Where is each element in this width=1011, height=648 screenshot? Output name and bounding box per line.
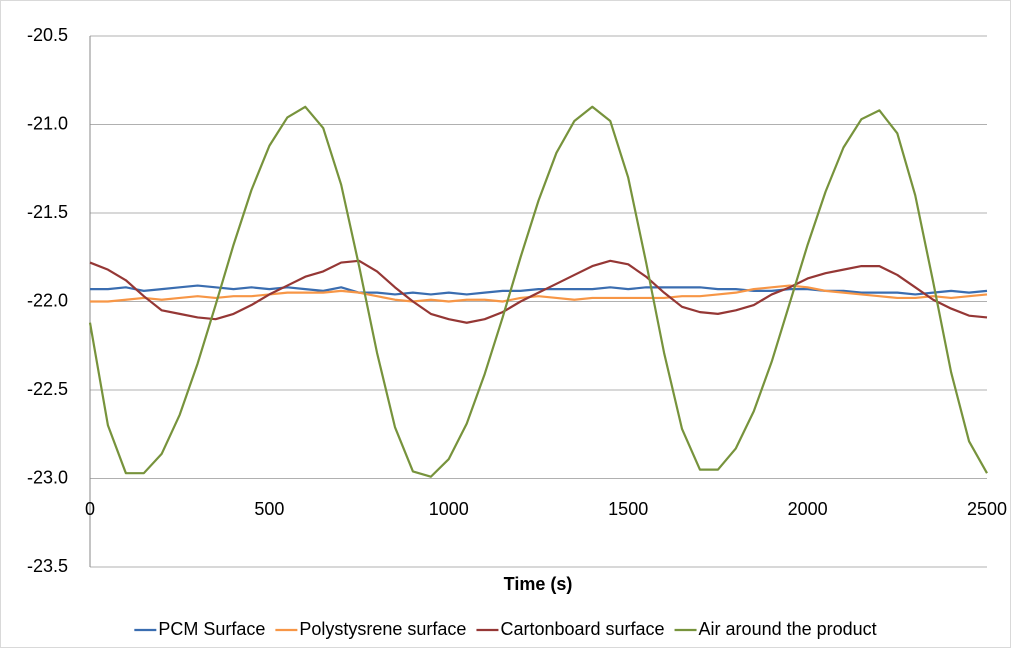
x-tick-label: 0 xyxy=(85,499,95,519)
series-line xyxy=(90,284,988,303)
y-tick-label: -23.0 xyxy=(27,467,68,487)
y-tick-label: -22.5 xyxy=(27,379,68,399)
legend-label: Air around the product xyxy=(699,619,877,639)
series-line xyxy=(88,105,988,478)
y-tick-label: -20.5 xyxy=(27,25,68,45)
legend-label: PCM Surface xyxy=(158,619,265,639)
x-tick-label: 2500 xyxy=(967,499,1007,519)
series-line xyxy=(89,259,988,324)
y-tick-label: -21.0 xyxy=(27,113,68,133)
x-tick-label: 1500 xyxy=(608,499,648,519)
legend-label: Polystysrene surface xyxy=(299,619,466,639)
y-tick-label: -21.5 xyxy=(27,202,68,222)
legend-label: Cartonboard surface xyxy=(500,619,664,639)
x-tick-label: 2000 xyxy=(788,499,828,519)
x-axis-title: Time (s) xyxy=(504,574,573,594)
y-tick-label: -22.0 xyxy=(27,290,68,310)
y-tick-label: -23.5 xyxy=(27,556,68,576)
x-tick-label: 500 xyxy=(254,499,284,519)
x-tick-label: 1000 xyxy=(429,499,469,519)
series-line xyxy=(90,284,988,296)
